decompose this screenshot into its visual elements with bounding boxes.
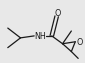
Text: NH: NH [34,32,46,41]
Text: O: O [54,9,61,18]
Text: O: O [77,38,83,47]
